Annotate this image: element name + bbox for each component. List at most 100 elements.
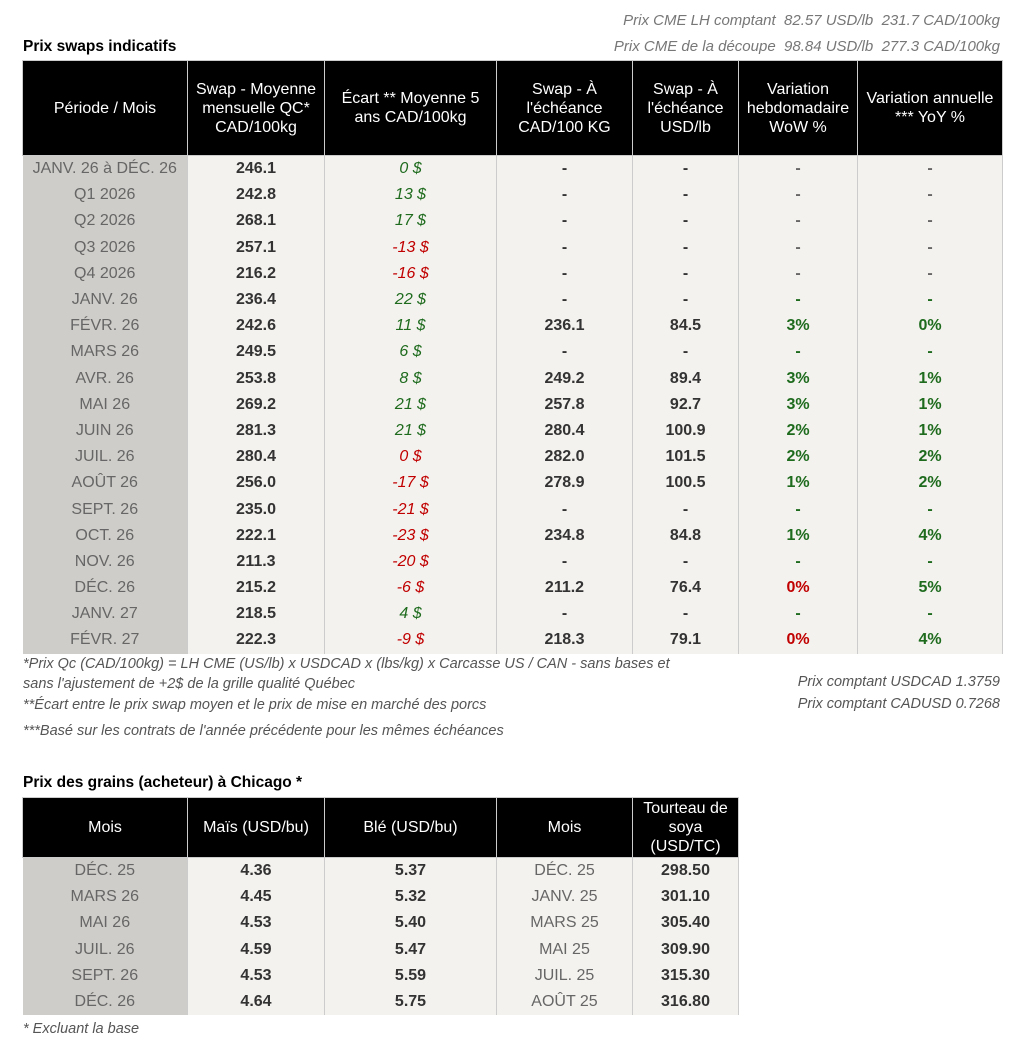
avg-cell: 257.1 <box>187 234 325 261</box>
wow-cell: - <box>738 208 858 235</box>
label: Prix CME de la découpe <box>613 38 776 55</box>
cme-lh-price: Prix CME LH comptant 82.57 USD/lb 231.7 … <box>623 12 1000 29</box>
corn-cell: 4.45 <box>187 884 325 911</box>
footnote-1b: sans l'ajustement de +2$ de la grille qu… <box>23 676 356 692</box>
yoy-cell: 2% <box>857 470 1003 497</box>
corn-cell: 4.64 <box>187 988 325 1016</box>
swap-usd-cell: 89.4 <box>632 365 739 392</box>
column-header: Maïs (USD/bu) <box>187 797 325 858</box>
swap-usd-cell: - <box>632 601 739 628</box>
column-header: Mois <box>22 797 188 858</box>
period-cell: JUIL. 26 <box>22 444 188 471</box>
ecart-cell: -6 $ <box>324 575 497 602</box>
swap-usd-cell: - <box>632 496 739 523</box>
swap-cad-cell: 257.8 <box>496 391 633 418</box>
swap-usd-cell: - <box>632 234 739 261</box>
soy-month-cell: MAI 25 <box>496 936 633 963</box>
avg-cell: 211.3 <box>187 548 325 575</box>
month-cell: SEPT. 26 <box>22 962 188 989</box>
grains-footnote: * Excluant la base <box>23 1021 140 1037</box>
swap-usd-cell: 92.7 <box>632 391 739 418</box>
avg-cell: 269.2 <box>187 391 325 418</box>
soy-month-cell: DÉC. 25 <box>496 857 633 885</box>
swap-usd-cell: - <box>632 286 739 314</box>
period-cell: JUIN 26 <box>22 417 188 445</box>
ecart-cell: -17 $ <box>324 470 497 497</box>
yoy-cell: - <box>857 496 1003 523</box>
table-row: SEPT. 26 235.0 -21 $ - - - - <box>22 496 1003 523</box>
table-row: JUIL. 26 280.4 0 $282.0 101.5 2% 2% <box>22 444 1003 471</box>
swap-cad-cell: - <box>496 208 633 235</box>
wow-cell: 3% <box>738 313 858 340</box>
ecart-cell: -13 $ <box>324 234 497 261</box>
yoy-cell: - <box>857 182 1003 209</box>
table-row: AOÛT 26 256.0 -17 $278.9 100.5 1% 2% <box>22 470 1003 497</box>
ecart-cell: 0 $ <box>324 155 497 183</box>
wow-cell: 0% <box>738 575 858 602</box>
wow-cell: - <box>738 260 858 287</box>
value-cad: 231.7 CAD/100kg <box>881 12 1000 29</box>
usdcad-spot: Prix comptant USDCAD 1.3759 <box>797 674 1000 690</box>
wheat-cell: 5.32 <box>324 884 497 911</box>
column-header: Écart ** Moyenne 5 ans CAD/100kg <box>324 60 497 156</box>
wow-cell: - <box>738 548 858 575</box>
corn-cell: 4.59 <box>187 936 325 963</box>
soy-month-cell: JUIL. 25 <box>496 962 633 989</box>
soy-month-cell: AOÛT 25 <box>496 988 633 1016</box>
footnote-2: **Écart entre le prix swap moyen et le p… <box>23 697 487 713</box>
swap-cad-cell: - <box>496 496 633 523</box>
swap-cad-cell: 218.3 <box>496 627 633 654</box>
ecart-cell: -16 $ <box>324 260 497 287</box>
table-row: MARS 26 249.5 6 $ - - - - <box>22 339 1003 366</box>
avg-cell: 236.4 <box>187 286 325 314</box>
wow-cell: 0% <box>738 627 858 654</box>
wow-cell: - <box>738 234 858 261</box>
value-usd: 98.84 USD/lb <box>784 38 874 55</box>
column-header: Variation annuelle *** YoY % <box>857 60 1003 156</box>
table-row: MARS 26 4.45 5.32 JANV. 25 301.10 <box>22 884 739 911</box>
wow-cell: - <box>738 339 858 366</box>
period-cell: Q2 2026 <box>22 208 188 235</box>
yoy-cell: 5% <box>857 575 1003 602</box>
avg-cell: 235.0 <box>187 496 325 523</box>
wow-cell: 2% <box>738 444 858 471</box>
ecart-cell: -21 $ <box>324 496 497 523</box>
table-row: MAI 26 4.53 5.40 MARS 25 305.40 <box>22 910 739 937</box>
ecart-cell: -20 $ <box>324 548 497 575</box>
table-row: JUIL. 26 4.59 5.47 MAI 25 309.90 <box>22 936 739 963</box>
swap-cad-cell: - <box>496 339 633 366</box>
swap-cad-cell: 278.9 <box>496 470 633 497</box>
ecart-cell: 0 $ <box>324 444 497 471</box>
swap-cad-cell: - <box>496 548 633 575</box>
period-cell: JANV. 27 <box>22 601 188 628</box>
swap-usd-cell: 84.5 <box>632 313 739 340</box>
wheat-cell: 5.37 <box>324 857 497 885</box>
swap-cad-cell: - <box>496 260 633 287</box>
month-cell: DÉC. 25 <box>22 857 188 885</box>
column-header: Tourteau de soya (USD/TC) <box>632 797 739 858</box>
table-row: DÉC. 25 4.36 5.37 DÉC. 25 298.50 <box>22 857 739 885</box>
grains-title: Prix des grains (acheteur) à Chicago * <box>23 774 303 791</box>
period-cell: OCT. 26 <box>22 522 188 549</box>
swap-cad-cell: - <box>496 286 633 314</box>
table-row: FÉVR. 27 222.3 -9 $218.3 79.1 0% 4% <box>22 627 1003 654</box>
wow-cell: - <box>738 286 858 314</box>
avg-cell: 253.8 <box>187 365 325 392</box>
soy-month-cell: JANV. 25 <box>496 884 633 911</box>
soymeal-cell: 309.90 <box>632 936 739 963</box>
table-row: AVR. 26 253.8 8 $249.2 89.4 3% 1% <box>22 365 1003 392</box>
yoy-cell: - <box>857 208 1003 235</box>
avg-cell: 281.3 <box>187 417 325 445</box>
yoy-cell: 0% <box>857 313 1003 340</box>
wow-cell: - <box>738 496 858 523</box>
corn-cell: 4.53 <box>187 910 325 937</box>
swaps-table: Période / Mois Swap - Moyenne mensuelle Q… <box>22 60 1003 654</box>
table-row: JANV. 27 218.5 4 $ - - - - <box>22 601 1003 628</box>
yoy-cell: - <box>857 601 1003 628</box>
table-row: JANV. 26 236.4 22 $ - - - - <box>22 286 1003 314</box>
yoy-cell: - <box>857 260 1003 287</box>
swaps-title: Prix swaps indicatifs <box>23 38 177 55</box>
swap-usd-cell: - <box>632 182 739 209</box>
column-header: Swap - À l'échéance CAD/100 KG <box>496 60 633 156</box>
period-cell: FÉVR. 26 <box>22 313 188 340</box>
